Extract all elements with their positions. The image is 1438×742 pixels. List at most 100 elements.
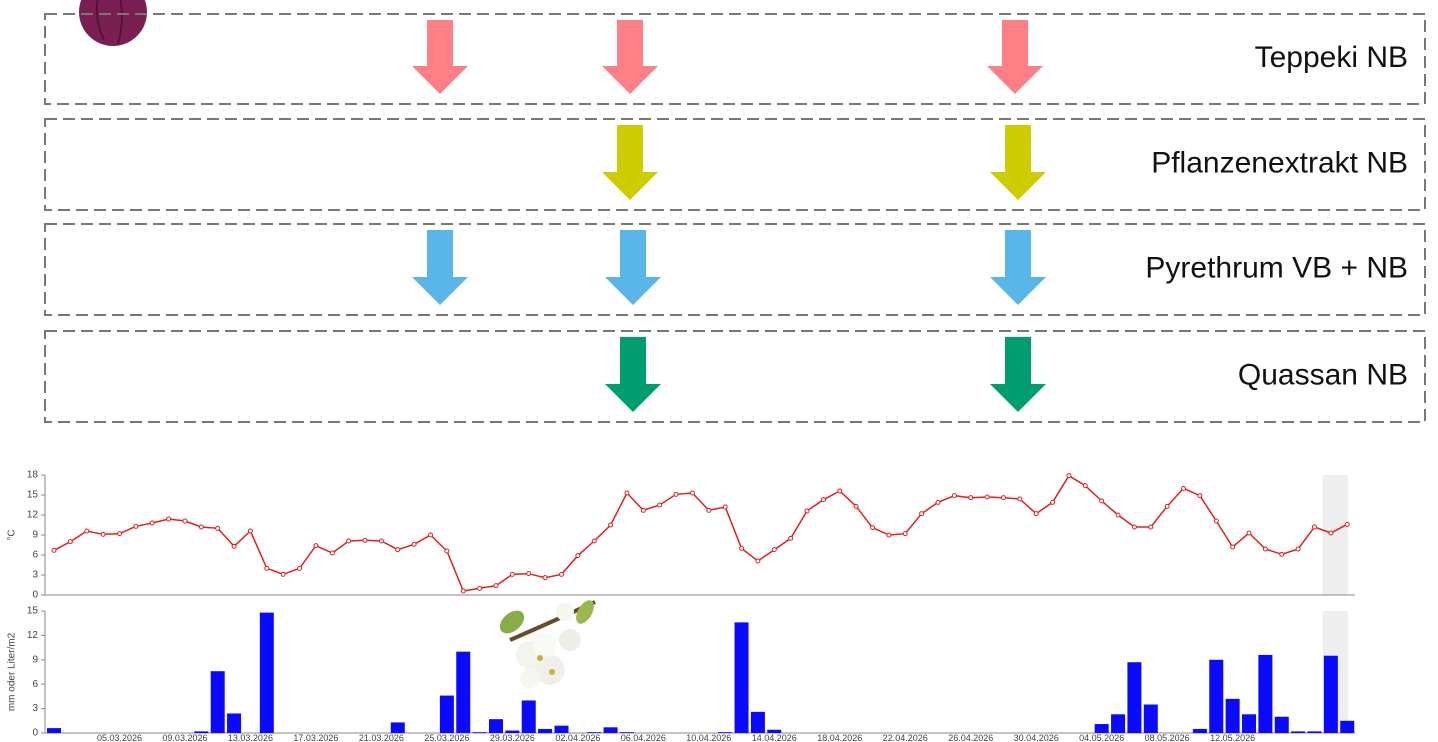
temperature-point [920,512,924,516]
precipitation-bar [260,613,274,733]
temperature-point [854,504,858,508]
precipitation-bar [554,726,568,733]
temperature-point [314,544,318,548]
y-axis-label: mm oder Liter/m2 [7,632,18,711]
temperature-point [1280,552,1284,556]
temperature-point [1312,525,1316,529]
precipitation-bar [227,713,241,733]
temperature-point [936,500,940,504]
temperature-point [838,489,842,493]
temperature-point [576,554,580,558]
temperature-point [1116,513,1120,517]
application-arrow [605,337,661,412]
application-arrow [412,20,468,94]
y-tick-label: 12 [27,510,39,521]
precipitation-bar [1258,655,1272,733]
precipitation-bar [1307,731,1321,733]
plum-icon [79,0,147,46]
temperature-point [1214,519,1218,523]
x-tick-label: 04.05.2026 [1079,733,1124,742]
precipitation-bar [211,671,225,733]
temperature-point [609,523,613,527]
y-tick-label: 6 [32,679,38,690]
temperature-point [690,491,694,495]
temperature-point [68,540,72,544]
temperature-point [265,566,269,570]
precipitation-bar [522,700,536,733]
temperature-point [1149,525,1153,529]
temperature-line [54,476,1347,591]
precipitation-bar [1275,717,1289,733]
precipitation-bar [47,728,61,733]
application-arrow [990,230,1046,305]
temperature-point [461,589,465,593]
temperature-point [85,529,89,533]
temperature-point [871,526,875,530]
precipitation-bar [1340,721,1354,733]
temperature-point [478,586,482,590]
precipitation-bar [604,727,618,733]
x-tick-label: 13.03.2026 [228,733,273,742]
temperature-point [330,551,334,555]
temperature-point [1182,486,1186,490]
x-tick-label: 12.05.2026 [1210,733,1255,742]
y-tick-label: 3 [32,570,38,581]
x-tick-label: 17.03.2026 [293,733,338,742]
x-tick-label: 06.04.2026 [621,733,666,742]
treatment-label: Pyrethrum VB + NB [1145,251,1408,284]
temperature-point [543,576,547,580]
treatment-box [45,14,1425,104]
temperature-point [641,508,645,512]
temperature-point [429,533,433,537]
page: Teppeki NBPflanzenextrakt NBPyrethrum VB… [0,0,1438,742]
precipitation-bar [489,719,503,733]
temperature-point [903,532,907,536]
precipitation-bar [751,712,765,733]
precipitation-bar [473,732,487,733]
application-arrow [412,230,468,305]
y-tick-label: 15 [27,606,39,617]
temperature-point [1100,499,1104,503]
temperature-point [1034,512,1038,516]
temperature-point [150,521,154,525]
temperature-point [772,548,776,552]
blossom-image [495,597,597,688]
application-arrow [605,230,661,305]
x-tick-label: 08.05.2026 [1145,733,1190,742]
y-tick-label: 15 [27,490,39,501]
y-tick-label: 12 [27,630,39,641]
y-tick-label: 9 [32,654,38,665]
temperature-point [1067,474,1071,478]
temperature-point [952,494,956,498]
temperature-point [494,584,498,588]
temperature-point [740,546,744,550]
x-tick-label: 25.03.2026 [424,733,469,742]
x-tick-label: 30.04.2026 [1014,733,1059,742]
temperature-point [134,524,138,528]
precipitation-bar [538,729,552,733]
y-tick-label: 6 [32,550,38,561]
temperature-point [658,503,662,507]
precipitation-bar [1144,705,1158,733]
temperature-point [969,496,973,500]
precipitation-bar [1127,662,1141,733]
temperature-point [527,572,531,576]
temperature-point [1165,504,1169,508]
temperature-point [756,559,760,563]
x-tick-label: 29.03.2026 [490,733,535,742]
temperature-point [281,572,285,576]
temperature-point [248,529,252,533]
y-tick-label: 18 [27,470,39,481]
y-axis-label: °C [7,529,18,540]
temperature-point [1018,497,1022,501]
temperature-point [1329,531,1333,535]
precipitation-bar [1291,731,1305,733]
temperature-point [216,526,220,530]
temperature-point [412,542,416,546]
temperature-point [1001,496,1005,500]
temperature-point [1231,545,1235,549]
y-tick-label: 3 [32,703,38,714]
temperature-point [510,572,514,576]
treatment-label: Quassan NB [1238,358,1408,391]
temperature-point [1198,494,1202,498]
